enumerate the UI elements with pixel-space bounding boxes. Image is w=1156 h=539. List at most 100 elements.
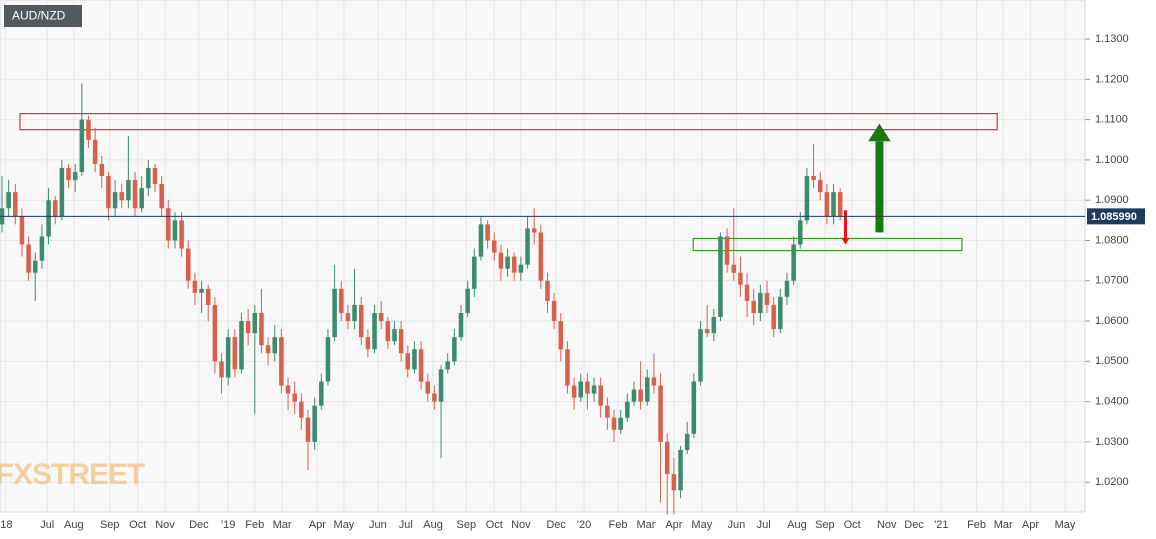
candle-body: [225, 337, 231, 378]
candle-body: [292, 393, 297, 402]
candle-body: [172, 220, 178, 241]
candle-body: [339, 288, 344, 314]
candle-body: [638, 389, 643, 402]
candle-body: [345, 313, 351, 322]
candle-body: [119, 192, 124, 201]
candle-body: [744, 284, 750, 301]
y-tick-label: 1.0800: [1095, 234, 1129, 246]
candle-body: [378, 313, 384, 322]
candle-body: [199, 288, 204, 293]
candle-body: [545, 280, 550, 301]
candle-body: [319, 381, 324, 406]
candle-body: [126, 180, 131, 201]
x-tick-label: Dec: [546, 519, 566, 531]
last-price-box: [1087, 208, 1145, 225]
candle-body: [578, 381, 584, 398]
candle-body: [159, 184, 164, 209]
arrow-head: [868, 123, 891, 142]
candle-body: [265, 345, 271, 354]
candle-body: [26, 244, 31, 273]
candle-body: [106, 176, 111, 209]
candle-body: [811, 176, 816, 181]
x-tick-label: Oct: [844, 519, 861, 531]
candle-body: [385, 321, 391, 342]
candle-body: [39, 236, 45, 261]
candle-body: [791, 244, 796, 281]
x-tick-label: Aug: [787, 519, 807, 531]
candle-body: [46, 200, 51, 237]
x-tick-label: Apr: [665, 519, 682, 531]
candle-body: [372, 313, 377, 350]
x-tick-label: Oct: [486, 519, 503, 531]
x-tick-label: Oct: [129, 519, 146, 531]
x-tick-label: Dec: [189, 519, 209, 531]
candle-body: [418, 349, 424, 382]
last-price-label: 1.085990: [1091, 211, 1137, 223]
candle-body: [99, 163, 105, 177]
candle-body: [485, 224, 490, 241]
candle-body: [398, 329, 404, 354]
x-tick-label: Nov: [877, 519, 897, 531]
x-tick-label: Apr: [1022, 519, 1039, 531]
candle-body: [758, 292, 763, 314]
y-tick-label: 1.1000: [1095, 154, 1129, 166]
x-tick-label: May: [1055, 519, 1076, 531]
candle-body: [492, 240, 497, 253]
candle-body: [66, 167, 71, 181]
arrows: [841, 123, 891, 245]
x-tick-label: Nov: [155, 519, 175, 531]
x-tick-label: Feb: [245, 519, 264, 531]
candle-body: [205, 288, 211, 305]
y-tick-label: 1.0600: [1095, 315, 1129, 327]
candle-body: [299, 401, 304, 418]
candle-body: [6, 192, 11, 209]
candle-body: [438, 369, 444, 402]
candle-body: [432, 393, 437, 402]
x-tick-label: Aug: [64, 519, 84, 531]
candle-body: [332, 288, 337, 338]
candle-body: [412, 349, 417, 370]
candle-body: [671, 474, 677, 491]
candle-body: [751, 300, 756, 314]
x-tick-label: Feb: [967, 519, 986, 531]
candle-body: [272, 337, 278, 354]
candle-body: [239, 321, 244, 370]
candle-body: [784, 280, 790, 297]
candle-body: [531, 228, 537, 233]
candle-body: [86, 119, 91, 140]
x-tick-label: Dec: [904, 519, 924, 531]
candle-body: [664, 441, 670, 475]
candle-body: [678, 449, 683, 491]
candle-body: [245, 321, 251, 334]
candle-body: [771, 304, 776, 330]
candle-body: [478, 224, 484, 257]
candle-body: [724, 236, 730, 265]
candle-body: [285, 385, 291, 394]
x-tick-label: Jul: [40, 519, 54, 531]
y-tick-label: 1.0900: [1095, 194, 1129, 206]
y-tick-label: 1.1100: [1095, 114, 1128, 126]
candle-body: [498, 252, 504, 269]
x-tick-label: Mar: [994, 519, 1013, 531]
candle-body: [192, 280, 198, 293]
candle-body: [312, 405, 317, 442]
candle-body: [525, 228, 530, 265]
candle-body: [585, 381, 590, 394]
candle-body: [59, 167, 65, 217]
x-tick-label: Sep: [100, 519, 120, 531]
candle-body: [605, 405, 610, 418]
candle-body: [352, 304, 357, 322]
x-tick-label: Mar: [636, 519, 655, 531]
candle-body: [558, 321, 564, 350]
y-tick-label: 1.1200: [1095, 73, 1129, 85]
x-tick-label: Jul: [757, 519, 771, 531]
y-tick-label: 1.0400: [1095, 396, 1129, 408]
candle-body: [764, 292, 770, 305]
candle-body: [831, 192, 836, 217]
candle-body: [518, 264, 524, 273]
zones: [19, 112, 998, 252]
y-tick-label: 1.0200: [1095, 476, 1129, 488]
candle-body: [738, 272, 743, 285]
candle-body: [837, 192, 843, 217]
candle-body: [358, 304, 364, 338]
